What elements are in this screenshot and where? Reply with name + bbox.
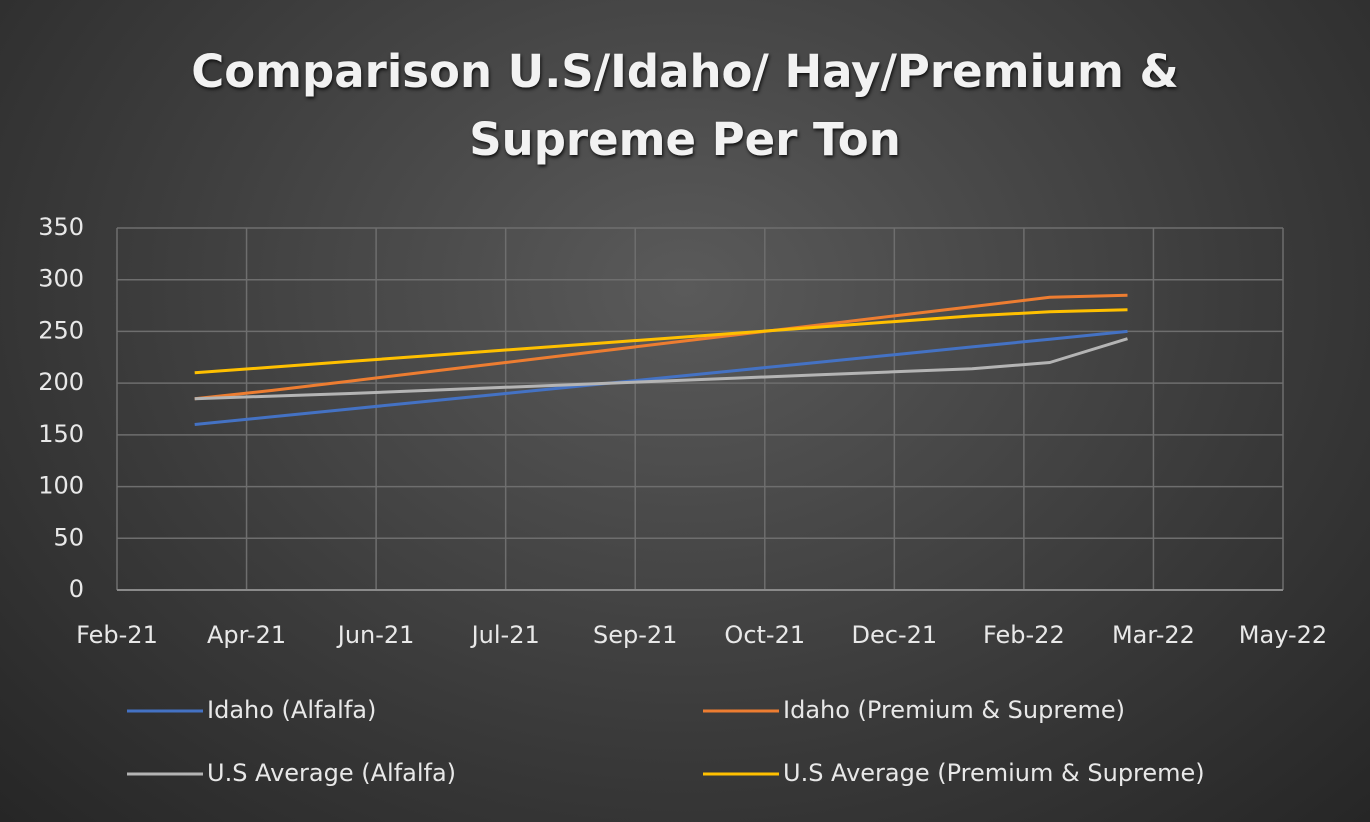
x-tick-label: Feb-21 — [76, 621, 158, 649]
x-tick-label: Dec-21 — [852, 621, 938, 649]
series-line — [194, 337, 1128, 401]
x-tick-label: Jun-21 — [336, 621, 415, 649]
x-tick-label: Oct-21 — [724, 621, 805, 649]
series-line — [194, 308, 1128, 375]
y-tick-label: 250 — [38, 316, 84, 344]
y-tick-label: 0 — [69, 575, 84, 603]
y-tick-label: 150 — [38, 420, 84, 448]
y-tick-label: 300 — [38, 265, 84, 293]
series-line — [194, 329, 1128, 426]
x-tick-label: Jul-21 — [470, 621, 540, 649]
legend-label: U.S Average (Premium & Supreme) — [783, 759, 1205, 787]
x-tick-label: Mar-22 — [1112, 621, 1195, 649]
legend-label: Idaho (Alfalfa) — [207, 696, 376, 724]
y-tick-label: 200 — [38, 368, 84, 396]
x-tick-label: Feb-22 — [983, 621, 1065, 649]
chart-title: Comparison U.S/Idaho/ Hay/Premium & Supr… — [191, 45, 1179, 166]
y-tick-label: 50 — [53, 523, 84, 551]
series-line — [194, 293, 1128, 401]
y-tick-label: 350 — [38, 213, 84, 241]
x-tick-label: Apr-21 — [207, 621, 286, 649]
x-tick-label: Sep-21 — [593, 621, 677, 649]
y-tick-label: 100 — [38, 472, 84, 500]
legend-label: Idaho (Premium & Supreme) — [783, 696, 1125, 724]
legend-label: U.S Average (Alfalfa) — [207, 759, 456, 787]
x-tick-label: May-22 — [1239, 621, 1327, 649]
